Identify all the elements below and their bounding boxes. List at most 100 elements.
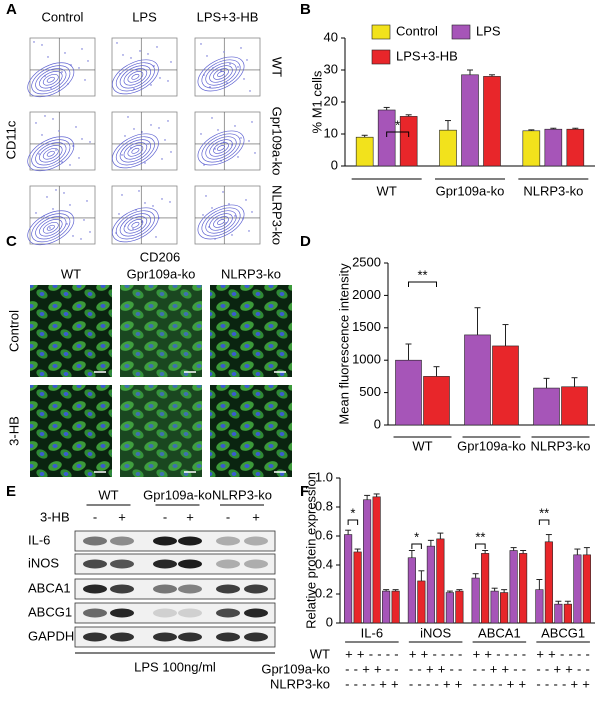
event-dot [209,86,211,88]
bar [563,603,572,624]
event-dot [206,55,208,57]
contour [216,219,226,225]
event-dot [64,52,66,54]
bar [407,557,416,624]
bar [522,130,541,167]
event-dot [55,149,57,151]
contour [127,71,144,83]
y-axis-label: % M1 cells [309,70,324,133]
blot-band [244,559,268,569]
blot-band [153,608,177,618]
event-dot [138,190,140,192]
blot-band [110,559,134,569]
event-dot [78,157,80,159]
event-dot [150,84,152,86]
blot-band [83,584,107,594]
contour [42,147,59,160]
contour [42,73,59,86]
blot-band [216,584,240,594]
event-dot [167,80,169,82]
contour [123,142,148,160]
bar [573,554,582,624]
lane-sign: - [226,509,230,524]
blot-band [178,632,202,642]
event-dot [240,137,242,139]
event-dot [237,66,239,68]
event-dot [254,152,256,154]
blot-band [83,608,107,618]
condition-signs: ----++ [536,676,590,691]
contour [39,145,63,163]
event-dot [133,128,135,130]
event-dot [81,138,83,140]
event-dot [156,46,158,48]
x-tick-label: NLRP3-ko [523,183,583,198]
bar [439,129,457,167]
column-label: NLRP3-ko [221,266,281,281]
contour [42,221,59,234]
event-dot [234,125,236,127]
bar [519,553,528,624]
bar [561,386,588,426]
event-dot [121,194,123,196]
event-dot [41,44,43,46]
event-dot [229,63,231,65]
contour [46,150,55,157]
blot-band [110,536,134,546]
micrograph [30,285,112,377]
y-tick-label: 0 [331,157,338,172]
x-tick-label: ABCG1 [541,625,585,640]
micrograph-tint [120,385,202,477]
bar [363,499,372,624]
x-tick-label: WT [377,183,397,198]
blot-band [153,632,177,642]
micrograph [210,385,292,477]
blot-band [153,559,177,569]
event-dot [231,234,233,236]
event-dot [78,67,80,69]
bar [382,590,391,624]
event-dot [251,121,253,123]
bar [455,590,464,624]
event-dot [155,236,157,238]
protein-label: IL-6 [28,532,50,547]
blot-band [244,608,268,618]
condition-label: Gpr109a-ko [261,661,330,676]
flow-plot [111,185,178,245]
event-dot [205,195,207,197]
contour [119,213,152,237]
row-label: WT [270,57,285,77]
contour [131,147,140,154]
contour [127,145,144,157]
condition-label: WT [310,646,330,661]
bar [395,359,422,426]
event-dot [212,67,214,69]
significance-label: ** [417,267,427,282]
event-dot [47,56,49,58]
lane-sign: + [186,509,194,524]
legend-swatch [451,24,471,40]
condition-signs: --++-- [345,661,399,676]
event-dot [208,226,210,228]
panel-letter: B [300,1,311,18]
event-dot [217,129,219,131]
contour [119,139,152,163]
contour [216,145,226,151]
bar [344,534,353,624]
significance-label: * [395,117,400,132]
event-dot [52,118,54,120]
event-dot [67,83,69,85]
contour [205,62,237,86]
condition-signs: ----++ [409,676,463,691]
bar [355,136,374,167]
bar [464,334,491,426]
event-dot [234,215,236,217]
event-dot [130,57,132,59]
event-dot [203,164,205,166]
event-dot [246,59,248,61]
contour [31,65,71,95]
contour [216,71,226,77]
condition-signs: ++---- [536,646,590,661]
protein-label: GAPDH [28,628,74,643]
